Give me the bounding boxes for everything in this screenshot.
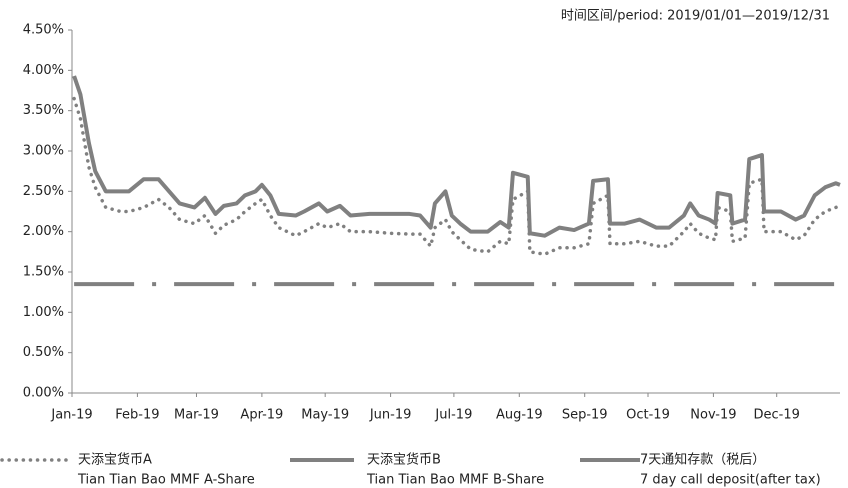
y-tick-label: 4.00% <box>23 63 64 78</box>
x-tick-label: Dec-19 <box>754 408 800 423</box>
legend-label: 7天通知存款（税后） <box>640 452 765 468</box>
legend-label: 天添宝货币B <box>367 452 441 468</box>
x-tick-label: Feb-19 <box>115 408 159 423</box>
x-tick-label: Apr-19 <box>240 408 283 423</box>
x-tick-label: May-19 <box>301 408 349 423</box>
x-tick-label: Oct-19 <box>626 408 670 423</box>
legend-label: 天添宝货币A <box>78 452 152 468</box>
y-tick-label: 2.50% <box>23 184 64 199</box>
x-tick-label: Nov-19 <box>690 408 736 423</box>
x-tick-label: Mar-19 <box>174 408 219 423</box>
y-tick-label: 0.50% <box>23 345 64 360</box>
x-tick-label: Jan-19 <box>50 408 92 423</box>
x-tick-label: Jun-19 <box>369 408 412 423</box>
x-tick-label: Jul-19 <box>434 408 472 423</box>
series-line <box>72 96 842 257</box>
x-tick-label: Sep-19 <box>562 408 608 423</box>
legend-label-en: 7 day call deposit(after tax) <box>640 473 821 488</box>
y-tick-label: 0.00% <box>23 386 64 401</box>
legend-label-en: Tian Tian Bao MMF A-Share <box>77 473 255 488</box>
x-tick-label: Aug-19 <box>496 408 543 423</box>
y-tick-label: 2.00% <box>23 224 64 239</box>
chart-title: 时间区间/period: 2019/01/01—2019/12/31 <box>561 9 830 24</box>
legend-label-en: Tian Tian Bao MMF B-Share <box>366 473 544 488</box>
y-tick-label: 4.50% <box>23 23 64 38</box>
series-line <box>72 75 841 238</box>
y-tick-label: 3.50% <box>23 103 64 118</box>
y-tick-label: 1.00% <box>23 305 64 320</box>
y-tick-label: 3.00% <box>23 144 64 159</box>
y-tick-label: 1.50% <box>23 265 64 280</box>
